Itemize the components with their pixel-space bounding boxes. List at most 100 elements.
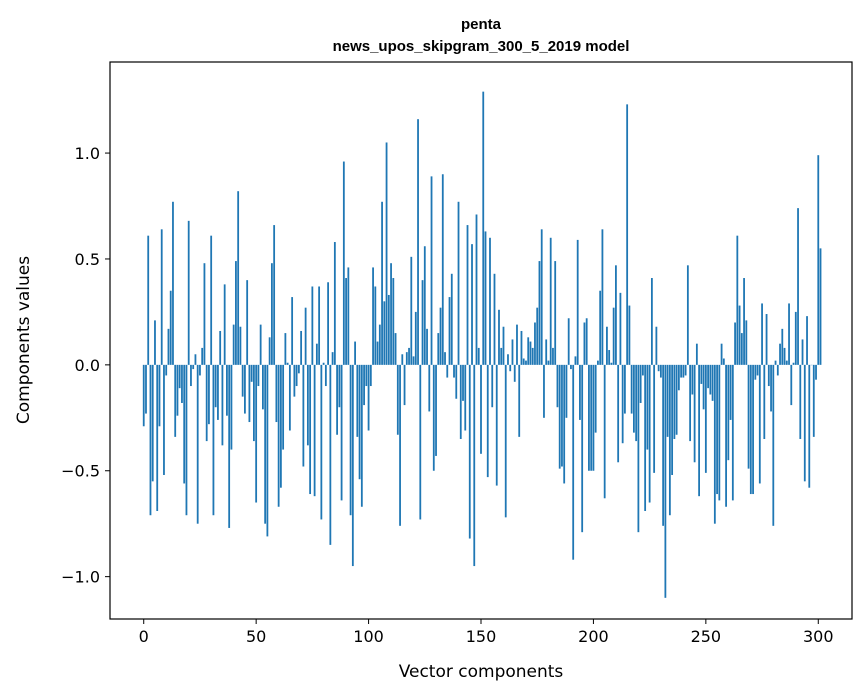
bar	[401, 354, 404, 365]
bar-series	[142, 91, 822, 598]
bar	[288, 364, 291, 431]
bar	[529, 341, 532, 365]
bar	[156, 364, 159, 511]
bar	[439, 307, 442, 365]
bar	[686, 265, 689, 365]
bar	[743, 278, 745, 365]
bar	[707, 364, 709, 389]
bar	[208, 364, 210, 425]
bar	[351, 364, 354, 567]
bar	[727, 364, 730, 461]
bar	[817, 155, 820, 365]
bar	[376, 341, 379, 365]
y-axis-ticks: −1.0 −0.5 0.0 0.5 1.0	[61, 144, 110, 587]
chart-subtitle: news_upos_skipgram_300_5_2019 model	[333, 38, 630, 55]
bar	[720, 343, 723, 365]
bar	[761, 303, 763, 365]
bar	[734, 322, 736, 365]
bar	[399, 364, 401, 526]
bar	[187, 220, 190, 365]
bar	[309, 364, 312, 495]
bar	[592, 364, 595, 471]
bar	[444, 352, 446, 365]
bar	[504, 364, 507, 518]
bar	[561, 364, 563, 467]
bar	[435, 364, 437, 456]
bar	[410, 256, 413, 365]
bar	[576, 239, 579, 365]
bar	[230, 364, 233, 450]
bar	[320, 364, 323, 520]
bar	[450, 273, 453, 365]
bar	[417, 119, 419, 365]
bar	[342, 161, 345, 365]
bar	[520, 330, 523, 365]
bar	[500, 347, 503, 365]
bar	[621, 364, 624, 444]
bar	[462, 364, 464, 401]
bar	[201, 347, 204, 365]
bar	[509, 364, 512, 372]
bar	[311, 286, 314, 365]
bar	[392, 278, 395, 365]
bar	[412, 356, 415, 365]
bar	[192, 364, 195, 370]
bar	[680, 364, 683, 378]
bar	[205, 364, 208, 442]
bar	[531, 347, 534, 365]
bar	[302, 364, 305, 467]
bar	[513, 364, 516, 382]
bar	[367, 364, 370, 431]
x-tick-label: 0	[139, 627, 149, 646]
bar	[459, 364, 462, 439]
bar	[525, 360, 527, 365]
bar	[581, 364, 584, 533]
bar	[275, 364, 278, 423]
bar	[284, 333, 287, 365]
y-tick-label: 0.5	[75, 250, 100, 269]
bar	[387, 294, 390, 365]
y-axis-label: Components values	[14, 256, 34, 424]
bar	[226, 364, 228, 416]
bar	[464, 364, 467, 431]
bar	[190, 364, 192, 387]
bar	[273, 225, 276, 365]
bar	[740, 333, 743, 365]
bar	[453, 364, 455, 378]
bar	[495, 364, 498, 486]
bar	[702, 364, 705, 410]
bar	[250, 364, 253, 382]
bar	[659, 364, 662, 378]
bar	[803, 364, 806, 482]
bar	[522, 358, 525, 365]
bar	[563, 364, 566, 484]
bar	[664, 364, 667, 598]
bar	[799, 364, 802, 439]
bar	[583, 322, 586, 365]
bar	[812, 364, 815, 437]
bar	[489, 237, 491, 365]
bar	[279, 364, 282, 488]
bar	[154, 320, 156, 365]
bar	[277, 364, 280, 507]
bar	[729, 364, 732, 420]
bar	[493, 273, 496, 365]
bar	[264, 364, 267, 524]
bar	[270, 263, 273, 365]
bar	[194, 354, 197, 365]
bar	[475, 214, 478, 365]
bar	[430, 176, 433, 365]
bar	[315, 343, 318, 365]
bar	[511, 339, 514, 365]
bar	[241, 364, 244, 397]
bar	[815, 364, 817, 380]
bar	[545, 339, 548, 365]
bar	[758, 364, 761, 484]
bar	[691, 364, 694, 395]
bar	[725, 364, 727, 507]
bar	[779, 343, 781, 365]
bar	[322, 362, 325, 365]
bar	[797, 208, 799, 365]
bar	[239, 326, 242, 365]
